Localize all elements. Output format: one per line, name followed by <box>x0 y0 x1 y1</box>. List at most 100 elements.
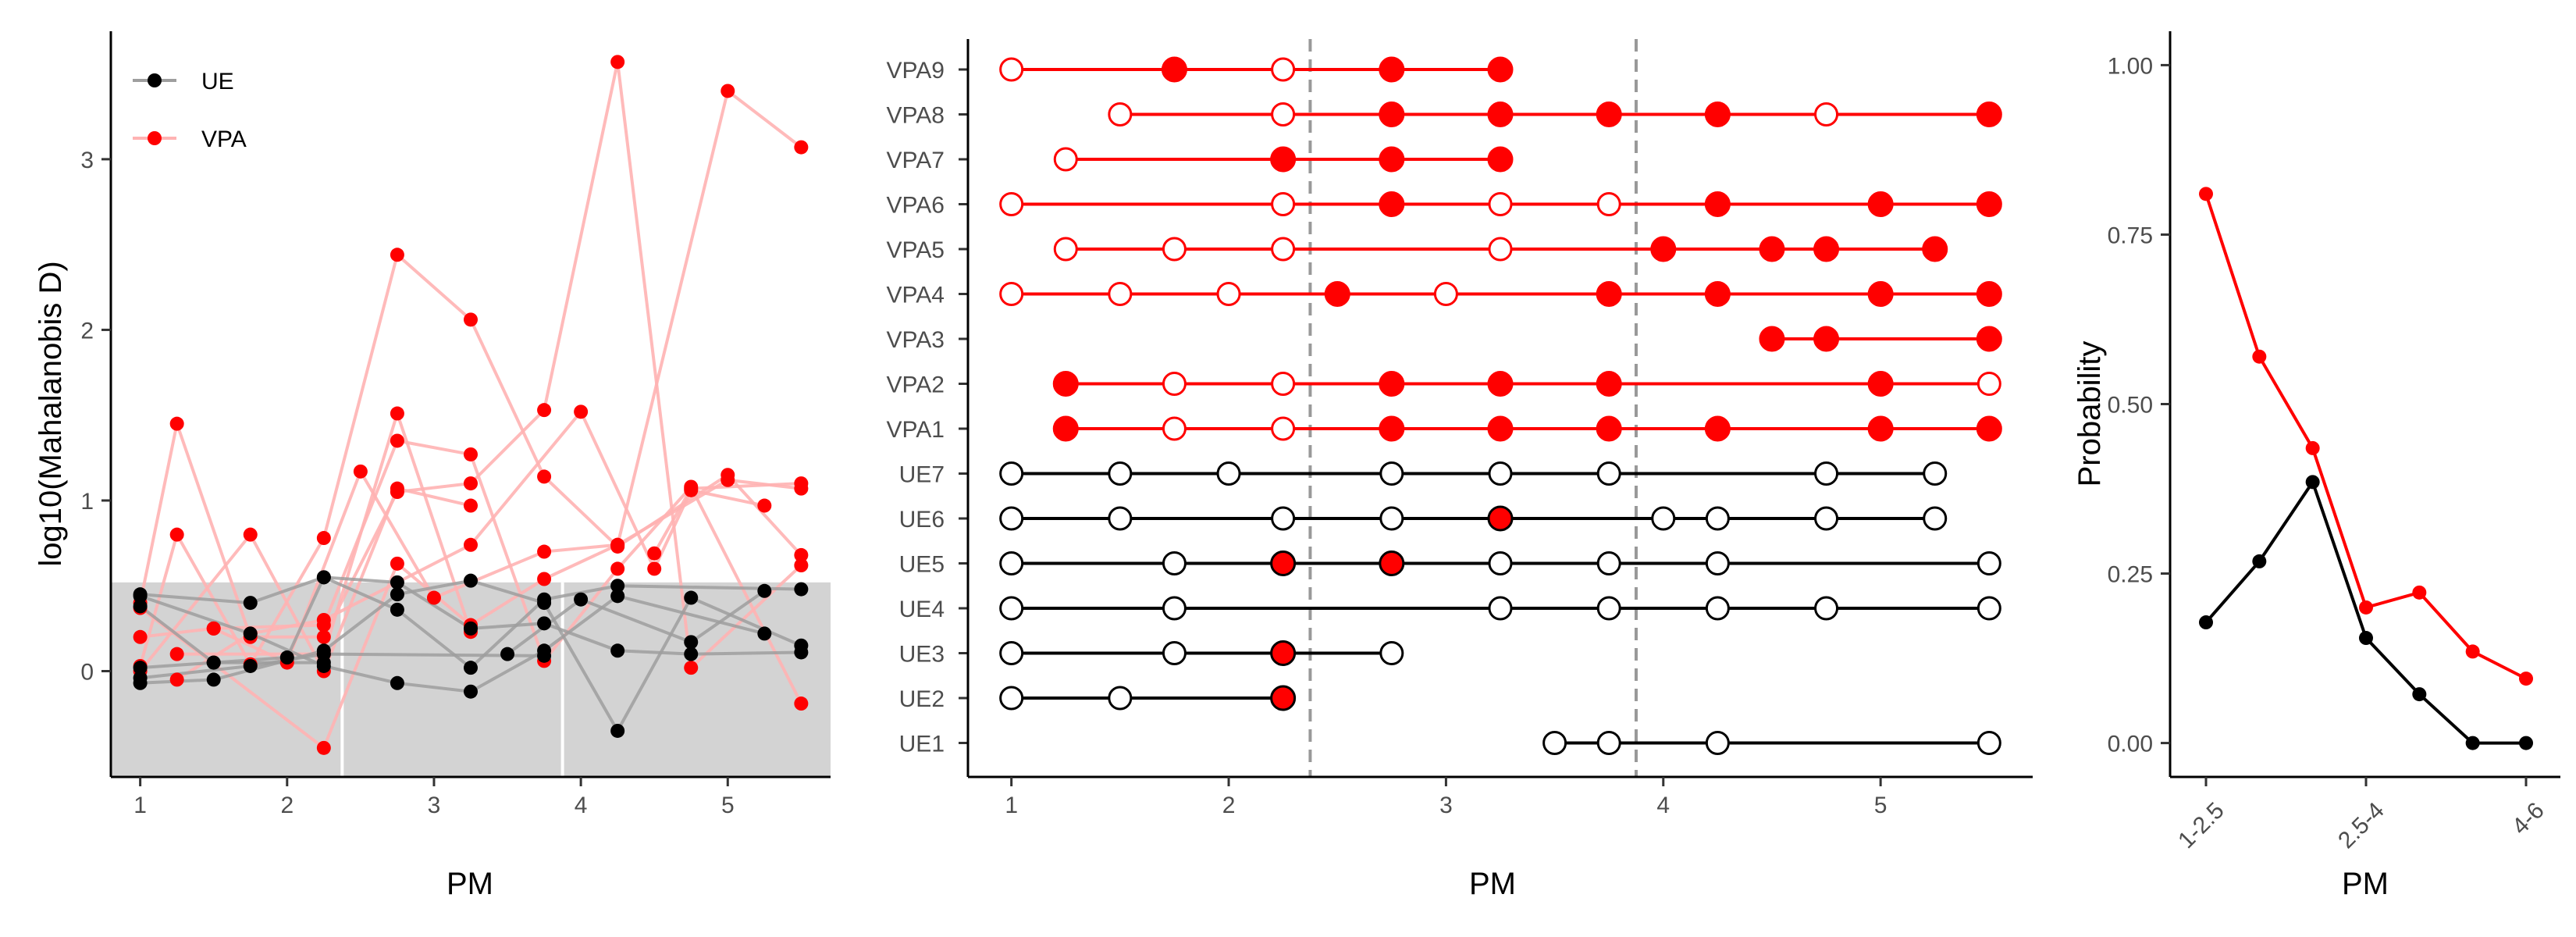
point-UE-1-4 <box>464 684 478 699</box>
point-UE-3-3 <box>390 587 404 602</box>
point-UE-6-2 <box>684 635 699 650</box>
point-VPA-8-3 <box>316 531 331 546</box>
point-VPA-12-1 <box>316 740 331 755</box>
point-UE-5-1 <box>206 655 221 670</box>
point-VPA-14-1 <box>316 618 331 632</box>
p1-y-tick-label-2: 2 <box>80 318 94 344</box>
row-label-VPA3: VPA3 <box>887 327 945 353</box>
event-marker-UE5-0 <box>999 551 1024 575</box>
event-marker-UE5-5 <box>1596 551 1621 575</box>
row-label-VPA4: VPA4 <box>887 283 945 308</box>
event-marker-VPA1-6 <box>1704 415 1731 442</box>
row-label-UE6: UE6 <box>899 507 945 533</box>
event-marker-VPA3-1 <box>1813 326 1840 352</box>
point-UE-5-2 <box>316 655 331 670</box>
event-marker-UE2-0 <box>999 686 1024 711</box>
p3-x-tick-label-6: 4-6 <box>2507 797 2549 839</box>
point-VPA-8-9 <box>794 547 809 562</box>
event-marker-VPA6-1 <box>1271 192 1296 216</box>
event-marker-VPA5-3 <box>1488 237 1513 262</box>
row-label-VPA8: VPA8 <box>887 103 945 129</box>
point-VPA-12-5 <box>610 537 625 552</box>
event-marker-UE6-8 <box>1923 506 1948 531</box>
event-marker-VPA2-2 <box>1271 372 1296 396</box>
event-marker-VPA4-8 <box>1976 281 2002 307</box>
event-marker-VPA2-1 <box>1162 372 1187 396</box>
event-marker-UE7-4 <box>1488 461 1513 486</box>
point-UE-0-7 <box>610 643 625 658</box>
prob-point-UE-3 <box>2359 631 2373 646</box>
point-UE-0-6 <box>537 616 552 631</box>
event-marker-VPA3-0 <box>1759 326 1785 352</box>
point-VPA-11-4 <box>574 404 589 419</box>
point-UE-3-6 <box>610 723 625 738</box>
event-marker-UE3-3 <box>1379 641 1404 665</box>
p3-y-tick-label-4: 1.00 <box>2108 53 2153 79</box>
point-UE-1-7 <box>757 626 772 641</box>
prob-point-UE-0 <box>2199 615 2213 630</box>
p3-y-axis-title: Probability <box>2073 341 2107 487</box>
event-marker-VPA8-3 <box>1487 102 1514 127</box>
prob-point-UE-6 <box>2519 736 2533 750</box>
point-UE-1-3 <box>390 675 404 690</box>
event-marker-VPA6-0 <box>999 192 1024 216</box>
event-marker-UE4-6 <box>1976 596 2001 621</box>
event-marker-VPA5-0 <box>1053 237 1078 262</box>
point-VPA-15-1 <box>243 527 258 542</box>
point-UE-3-5 <box>537 596 552 611</box>
point-VPA-14-3 <box>464 447 478 461</box>
event-marker-VPA2-3 <box>1379 371 1405 397</box>
point-VPA-12-2 <box>390 556 404 571</box>
point-VPA-14-0 <box>206 621 221 636</box>
event-marker-VPA1-0 <box>1052 415 1079 442</box>
event-marker-UE7-7 <box>1923 461 1948 486</box>
event-marker-UE7-2 <box>1216 461 1241 486</box>
p2-x-tick-label-5: 5 <box>1874 793 1888 818</box>
series-line-VPA-11 <box>176 408 765 682</box>
row-label-UE7: UE7 <box>899 462 945 488</box>
series-line-VPA-12 <box>139 88 802 751</box>
event-marker-VPA9-1 <box>1161 56 1187 83</box>
p1-y-tick-label-0: 0 <box>80 660 94 686</box>
event-marker-VPA9-3 <box>1379 56 1405 83</box>
point-UE-2-3 <box>390 602 404 617</box>
event-marker-VPA3-2 <box>1976 326 2002 352</box>
point-UE-6-0 <box>500 647 515 661</box>
point-UE-4-0 <box>133 671 148 686</box>
event-marker-VPA9-0 <box>999 57 1024 82</box>
point-VPA-12-6 <box>720 84 735 98</box>
point-VPA-14-5 <box>610 561 625 576</box>
point-VPA-10-8 <box>794 481 809 496</box>
point-UE-0-8 <box>684 647 699 661</box>
event-marker-VPA4-7 <box>1867 281 1894 307</box>
p1-x-tick-label-4: 4 <box>575 793 588 818</box>
point-UE-3-1 <box>206 672 221 687</box>
event-marker-UE4-5 <box>1814 596 1839 621</box>
p2-x-tick-label-1: 1 <box>1005 793 1018 818</box>
point-VPA-12-7 <box>794 140 809 155</box>
prob-point-VPA-6 <box>2519 672 2533 686</box>
row-label-VPA6: VPA6 <box>887 193 945 219</box>
point-VPA-7-6 <box>537 403 552 418</box>
point-UE-0-5 <box>464 621 478 636</box>
point-UE-3-8 <box>794 638 809 653</box>
event-marker-VPA8-0 <box>1108 102 1133 126</box>
series-line-VPA-7 <box>138 61 802 672</box>
point-UE-1-1 <box>243 626 258 641</box>
event-marker-UE7-0 <box>999 461 1024 486</box>
event-marker-UE5-3 <box>1379 550 1405 576</box>
p1-y-tick-label-1: 1 <box>80 489 94 515</box>
row-label-VPA9: VPA9 <box>887 58 945 84</box>
event-marker-VPA5-2 <box>1271 237 1296 262</box>
event-marker-VPA1-4 <box>1487 415 1514 442</box>
point-VPA-8-1 <box>169 527 184 542</box>
p1-y-tick-label-3: 3 <box>80 148 94 173</box>
event-marker-UE5-6 <box>1705 551 1730 575</box>
point-UE-0-2 <box>279 650 294 665</box>
series-line-VPA-14 <box>213 439 803 704</box>
point-UE-2-6 <box>610 579 625 593</box>
prob-point-VPA-0 <box>2199 187 2213 201</box>
point-VPA-7-9 <box>794 558 809 573</box>
event-marker-VPA8-1 <box>1271 102 1296 126</box>
